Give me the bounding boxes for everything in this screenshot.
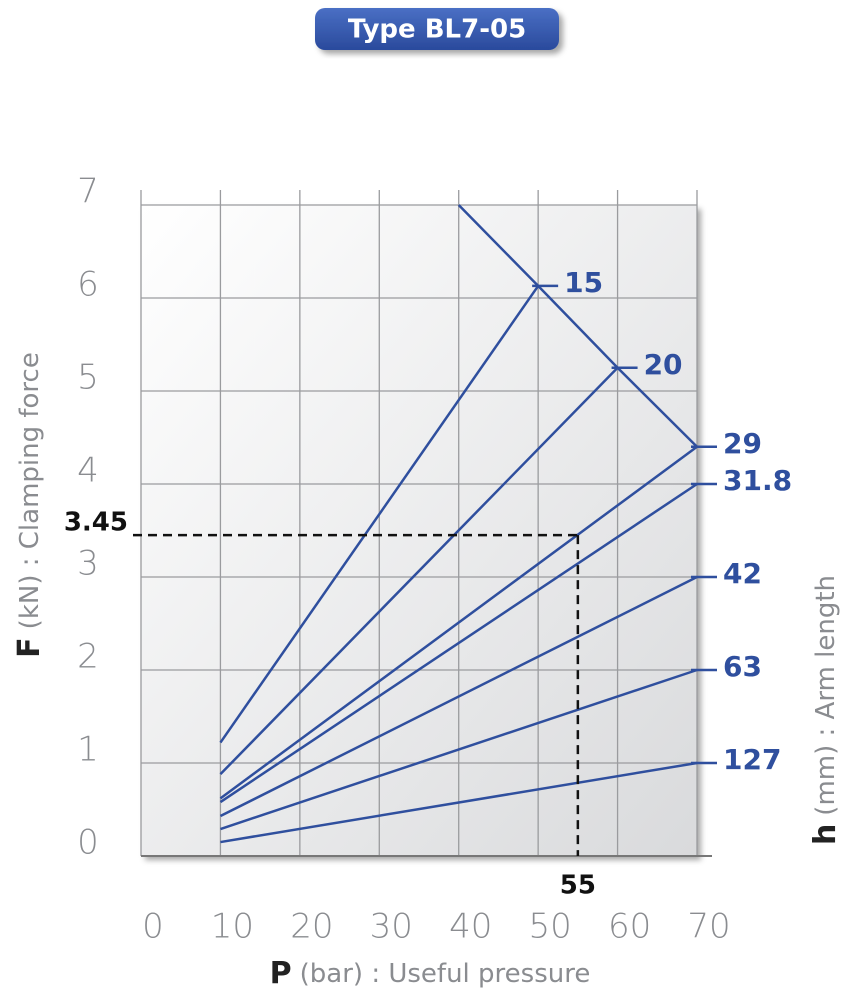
y-axis-symbol: F: [12, 637, 47, 658]
x-axis-label: P (bar) : Useful pressure: [270, 956, 591, 991]
series-line: [220, 668, 698, 831]
x-tick-label: 30: [370, 907, 413, 947]
example-y-label: 3.45: [64, 508, 128, 538]
y-tick-label: 3: [77, 544, 99, 584]
y-tick-label: 2: [77, 637, 99, 677]
chart-title: Type BL7-05: [348, 15, 526, 45]
example-x-label: 55: [560, 871, 596, 901]
title-badge: [315, 8, 559, 50]
series-line: [220, 761, 698, 844]
y-tick-label: 5: [77, 358, 99, 398]
x-tick-label: 10: [211, 907, 254, 947]
x-tick-label: 60: [608, 907, 651, 947]
series-label: 20: [644, 348, 683, 381]
series-line: [219, 445, 698, 800]
y-tick-label: 7: [77, 172, 99, 212]
x-tick-label: 50: [529, 907, 572, 947]
x-tick-label: 0: [142, 907, 164, 947]
series-label: 42: [723, 557, 762, 590]
legend-symbol: h: [808, 824, 843, 845]
series-label: 63: [723, 650, 762, 683]
series-line: [219, 575, 698, 818]
series-label: 127: [723, 743, 781, 776]
legend-title: h (mm) : Arm length: [808, 575, 843, 845]
series-label: 31.8: [723, 464, 792, 497]
series-label: 29: [723, 427, 762, 460]
legend-title-text: (mm) : Arm length: [811, 575, 841, 816]
series-line: [219, 482, 698, 804]
y-tick-label: 0: [77, 823, 99, 863]
x-axis-title: (bar) : Useful pressure: [300, 959, 591, 989]
y-tick-label: 1: [77, 730, 99, 770]
x-axis-symbol: P: [270, 956, 292, 991]
y-tick-label: 6: [77, 265, 99, 305]
y-axis-label: F (kN) : Clamping force: [12, 352, 47, 658]
x-tick-label: 70: [687, 907, 730, 947]
x-tick-label: 20: [290, 907, 333, 947]
plot-area: [141, 205, 697, 856]
series-label: 15: [564, 266, 603, 299]
series-line: [219, 366, 619, 776]
x-tick-label: 40: [449, 907, 492, 947]
series-line: [219, 285, 540, 744]
limit-line: [457, 204, 698, 448]
y-tick-label: 4: [77, 451, 99, 491]
y-axis-title: (kN) : Clamping force: [15, 352, 45, 629]
